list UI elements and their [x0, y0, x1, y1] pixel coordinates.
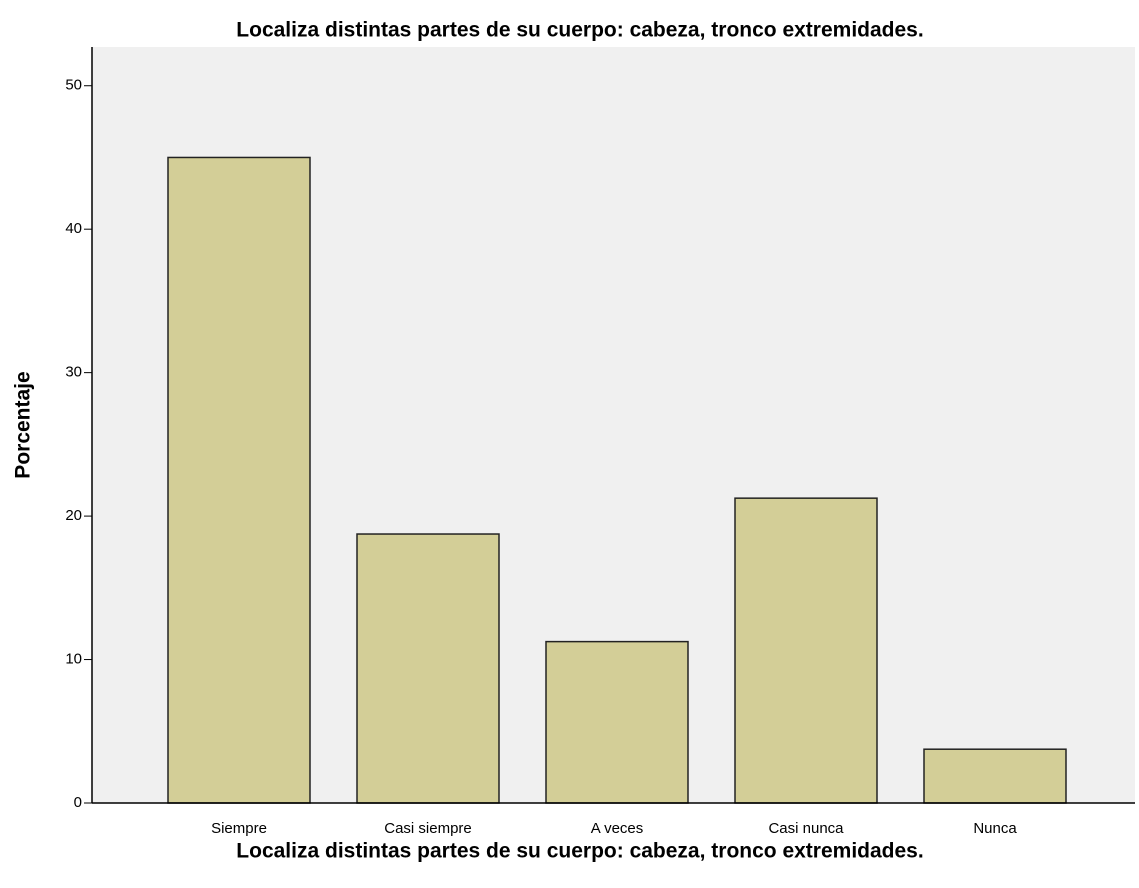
bar [545, 640, 689, 804]
chart-title: Localiza distintas partes de su cuerpo: … [236, 19, 923, 42]
y-tick-label: 40 [65, 220, 82, 237]
y-tick-label: 10 [65, 651, 82, 668]
y-tick-label: 30 [65, 364, 82, 381]
y-tick-label: 20 [65, 507, 82, 524]
x-axis-label: Localiza distintas partes de su cuerpo: … [236, 840, 923, 863]
x-tick-label: Siempre [211, 820, 267, 837]
bar [734, 497, 878, 804]
y-tick-label: 50 [65, 77, 82, 94]
bar [356, 533, 500, 804]
bar [167, 156, 311, 804]
x-tick-label: Casi siempre [384, 820, 472, 837]
x-tick-label: Nunca [973, 820, 1017, 837]
y-tick-label: 0 [74, 794, 82, 811]
x-tick-label: Casi nunca [768, 820, 844, 837]
y-axis-label: Porcentaje [12, 371, 35, 478]
bar [923, 748, 1067, 804]
x-tick-label: A veces [591, 820, 644, 837]
